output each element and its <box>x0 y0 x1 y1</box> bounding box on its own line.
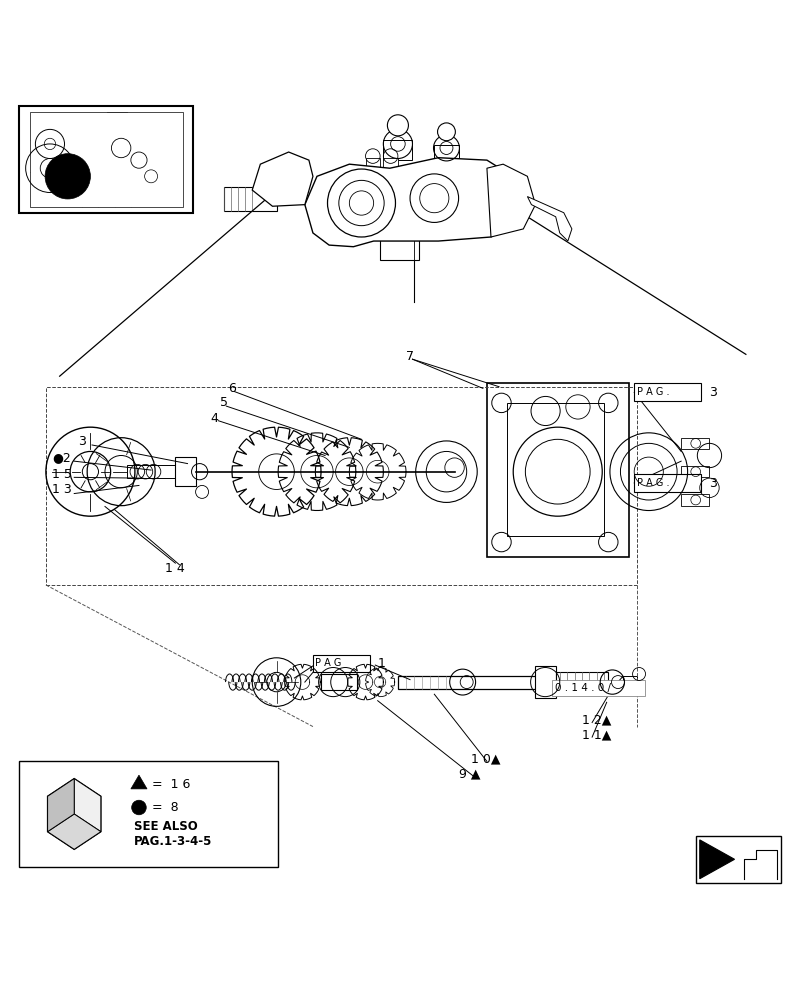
Polygon shape <box>526 197 571 241</box>
Polygon shape <box>48 779 74 832</box>
Text: 7: 7 <box>406 350 414 363</box>
Circle shape <box>45 154 90 199</box>
Bar <box>46 387 636 585</box>
Bar <box>633 474 700 492</box>
Text: 3: 3 <box>709 386 716 399</box>
Bar <box>175 457 195 486</box>
Bar <box>633 383 700 401</box>
Text: 3: 3 <box>78 435 86 448</box>
Text: 5: 5 <box>220 396 228 409</box>
Text: 1 5: 1 5 <box>52 468 72 481</box>
Bar <box>106 112 127 132</box>
Bar <box>397 676 559 689</box>
Bar <box>680 466 709 477</box>
Bar <box>380 235 418 260</box>
Bar <box>19 761 278 867</box>
Text: 1 0▲: 1 0▲ <box>470 752 500 765</box>
Polygon shape <box>74 779 101 832</box>
Text: 3: 3 <box>709 477 716 490</box>
Text: P A G .: P A G . <box>637 478 669 488</box>
Bar <box>312 655 369 672</box>
Polygon shape <box>48 779 101 849</box>
Bar <box>487 383 628 557</box>
Polygon shape <box>48 814 101 849</box>
Text: 4: 4 <box>210 412 218 425</box>
Polygon shape <box>252 152 312 206</box>
Text: 6: 6 <box>228 382 235 395</box>
Bar <box>383 158 397 174</box>
Polygon shape <box>131 775 147 789</box>
Text: KIT: KIT <box>66 805 83 814</box>
Text: 1 2▲: 1 2▲ <box>581 714 611 727</box>
Text: 1 4: 1 4 <box>165 562 184 575</box>
Bar <box>680 438 709 449</box>
Circle shape <box>387 115 408 136</box>
Bar <box>534 666 555 698</box>
Text: SEE ALSO: SEE ALSO <box>134 820 198 833</box>
Bar <box>433 145 459 163</box>
Bar <box>320 674 357 690</box>
FancyBboxPatch shape <box>30 112 183 207</box>
Bar <box>90 113 106 128</box>
Text: P A G .: P A G . <box>637 387 669 397</box>
Text: P A G: P A G <box>315 658 341 668</box>
Text: =  1 6: = 1 6 <box>152 778 190 791</box>
Bar <box>507 403 603 536</box>
Bar <box>551 680 644 696</box>
Text: PAG.1-3-4-5: PAG.1-3-4-5 <box>134 835 212 848</box>
Bar <box>695 836 779 883</box>
Text: 0 . 1 4 . 0 /: 0 . 1 4 . 0 / <box>554 683 610 693</box>
Bar <box>622 676 637 689</box>
Polygon shape <box>487 164 534 237</box>
Bar <box>224 187 277 211</box>
Bar <box>19 106 193 213</box>
Polygon shape <box>304 158 519 247</box>
Bar <box>680 494 709 506</box>
Text: 9 ▲: 9 ▲ <box>458 767 479 780</box>
Bar <box>127 465 175 478</box>
Text: 1 3: 1 3 <box>52 483 72 496</box>
Text: 1 1▲: 1 1▲ <box>581 728 611 741</box>
Text: =  8: = 8 <box>152 801 178 814</box>
Polygon shape <box>699 840 734 879</box>
Bar <box>383 140 412 160</box>
Circle shape <box>131 800 146 815</box>
Circle shape <box>437 123 455 141</box>
Bar <box>555 672 607 692</box>
Text: ●2: ●2 <box>52 451 71 464</box>
Text: 1: 1 <box>377 657 385 670</box>
Bar <box>365 158 380 174</box>
